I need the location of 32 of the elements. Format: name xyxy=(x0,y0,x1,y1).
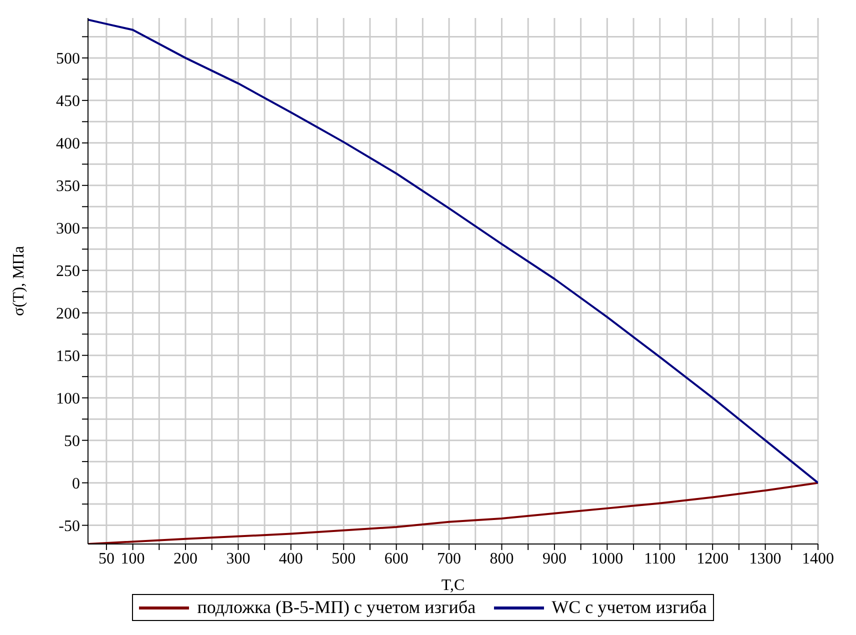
x-tick-label: 100 xyxy=(120,550,145,568)
x-tick-label: 200 xyxy=(174,550,198,568)
y-tick-label: 100 xyxy=(56,390,80,408)
x-tick-label: 1300 xyxy=(749,550,782,568)
legend-label: WC с учетом изгиба xyxy=(552,597,707,618)
x-tick-label: 400 xyxy=(278,550,303,568)
x-tick-label: 500 xyxy=(332,550,356,568)
y-tick-label: 300 xyxy=(56,220,80,238)
x-tick-label: 700 xyxy=(437,550,462,568)
y-tick-label: 50 xyxy=(64,433,80,450)
y-tick-label: 500 xyxy=(56,50,80,68)
x-tick-label: 1400 xyxy=(802,550,834,568)
line-series xyxy=(88,18,818,484)
x-tick-label: 600 xyxy=(384,550,408,568)
legend-label: подложка (В-5-МП) с учетом изгиба xyxy=(197,597,476,618)
x-tick-label: 50 xyxy=(98,550,114,568)
y-tick-label: 350 xyxy=(56,178,80,196)
y-tick-label: 250 xyxy=(56,263,80,280)
y-axis-title: σ(T), МПа xyxy=(10,246,28,316)
x-axis-title: T,C xyxy=(441,577,465,594)
x-tick-label: 1100 xyxy=(644,550,676,568)
x-tick-label: 300 xyxy=(226,550,250,568)
y-tick-label: 200 xyxy=(56,306,80,323)
x-tick-label: 1000 xyxy=(591,550,624,568)
y-tick-label: 150 xyxy=(56,348,80,366)
x-tick-label: 900 xyxy=(542,550,566,568)
x-tick-label: 800 xyxy=(490,550,514,568)
y-tick-label: 0 xyxy=(72,475,80,492)
y-tick-label: 400 xyxy=(56,136,80,153)
x-tick-label: 1200 xyxy=(696,550,729,568)
y-tick-label: 450 xyxy=(56,93,80,110)
y-tick-label: -50 xyxy=(58,518,80,535)
